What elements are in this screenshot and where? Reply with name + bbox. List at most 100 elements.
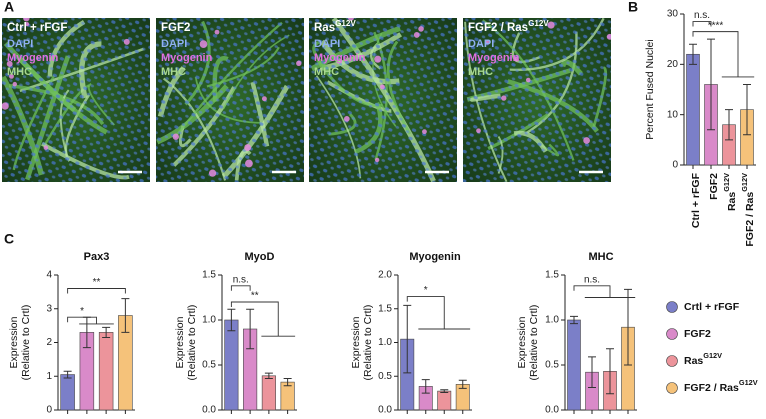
panel-label: C <box>4 231 14 247</box>
myogenin-spot <box>2 102 9 110</box>
significance-bracket <box>692 21 712 27</box>
y-tick-label: 1.5 <box>545 270 559 281</box>
y-axis-label: Expression <box>8 316 20 368</box>
micrograph: FGF2 DAPI Myogenin MHC <box>156 18 304 182</box>
significance-bracket <box>67 316 114 325</box>
myogenin-spot <box>208 169 217 177</box>
significance-label: **** <box>708 20 724 31</box>
y-tick-label: 1.0 <box>545 315 559 326</box>
error-bar <box>725 109 733 141</box>
y-tick-label: 0.5 <box>545 360 559 371</box>
significance-bracket <box>406 296 471 330</box>
image-title: FGF2 <box>161 22 190 34</box>
nuclei <box>463 18 611 182</box>
myogenin-spot <box>374 157 380 163</box>
stain-label: DAPI <box>468 38 494 50</box>
myogenin-spot <box>12 81 17 87</box>
myogenin-spot <box>261 96 267 102</box>
error-bar <box>689 43 697 65</box>
panel-label: A <box>4 0 14 15</box>
significance-label: n.s. <box>694 10 710 21</box>
myogenin-spot <box>199 40 208 48</box>
chart-title: MyoD <box>245 251 275 263</box>
y-tick-label: 10 <box>667 109 679 120</box>
y-tick-label: 1.0 <box>202 315 216 326</box>
error-bar <box>403 304 412 374</box>
error-bar <box>440 389 449 393</box>
myogenin-spot <box>6 60 13 67</box>
legend-label: Crtl + rFGF <box>684 301 740 313</box>
y-tick-label: 0.5 <box>378 371 392 382</box>
y-tick-label: 2.0 <box>378 270 392 281</box>
stain-label: DAPI <box>314 38 340 50</box>
y-tick-label: 1.5 <box>378 303 392 314</box>
y-axis-label: Expression <box>174 316 186 368</box>
y-tick-label: 30 <box>667 9 679 20</box>
legend-swatch <box>666 355 678 367</box>
stain-label: MHC <box>468 66 493 78</box>
nuclei <box>2 18 150 182</box>
error-bar <box>264 372 273 379</box>
error-bar <box>246 308 255 350</box>
image-title: RasG12V <box>314 19 356 34</box>
myogenin-spot <box>606 33 611 40</box>
chart-title: MHC <box>588 251 613 263</box>
error-bar <box>743 83 751 136</box>
error-bar <box>570 315 578 325</box>
error-bar <box>458 379 467 389</box>
nuclei <box>156 18 304 182</box>
legend-label: FGF2 / RasG12V <box>684 378 758 393</box>
y-tick-label: 0.0 <box>202 405 216 414</box>
y-tick-label: 20 <box>667 59 679 70</box>
y-axis-label: Expression <box>350 316 362 368</box>
image-title: Ctrl + rFGF <box>7 22 67 34</box>
x-tick-label: Ctrl + rFGF <box>690 172 702 228</box>
myogenin-spot <box>244 144 252 152</box>
myogenin-spot <box>123 38 130 45</box>
myogenin-spot <box>172 133 180 140</box>
y-tick-label: 1 <box>46 371 52 382</box>
error-bar <box>606 348 614 395</box>
significance-bracket <box>230 301 296 337</box>
y-tick-label: 1.5 <box>202 270 216 281</box>
stain-label: Myogenin <box>161 52 213 64</box>
stain-label: MHC <box>7 66 32 78</box>
x-tick-label: FGF2 / RasG12V <box>740 173 755 247</box>
significance-label: ** <box>251 291 259 302</box>
y-tick-label: 0 <box>672 160 678 171</box>
myogenin-spot <box>547 21 555 29</box>
y-axis-label: Expression <box>516 316 528 368</box>
micrograph: RasG12V DAPI Myogenin MHC <box>309 18 457 182</box>
error-bar <box>283 378 292 387</box>
y-tick-label: 0 <box>46 405 52 414</box>
y-tick-label: 1.0 <box>378 337 392 348</box>
chart-title: Myogenin <box>409 251 461 263</box>
significance-bracket <box>230 285 251 291</box>
image-content <box>2 18 150 182</box>
error-bar <box>227 308 236 332</box>
myogenin-spot <box>525 77 531 83</box>
myogenin-spot <box>23 18 30 22</box>
error-bar <box>588 356 596 388</box>
stain-label: MHC <box>161 66 186 78</box>
myogenin-spot <box>43 145 49 150</box>
stain-label: DAPI <box>7 38 33 50</box>
myogenin-spot <box>422 129 427 135</box>
legend-swatch <box>666 382 678 394</box>
bar <box>686 53 700 166</box>
myogenin-spot <box>214 29 220 35</box>
error-bar <box>707 38 715 131</box>
stain-label: Myogenin <box>314 52 366 64</box>
myogenin-spot <box>24 21 30 27</box>
myogenin-spot <box>413 32 420 38</box>
significance-label: n.s. <box>233 274 249 285</box>
myogenin-spot <box>296 60 302 66</box>
y-tick-label: 0.0 <box>378 405 392 414</box>
bar <box>224 319 239 411</box>
y-axis-label: (Relative to Crtl) <box>528 305 540 381</box>
significance-label: * <box>80 306 84 317</box>
myogenin-spot <box>485 40 490 45</box>
myogenin-spot <box>380 84 385 90</box>
bar <box>280 381 295 411</box>
bar <box>60 374 75 411</box>
